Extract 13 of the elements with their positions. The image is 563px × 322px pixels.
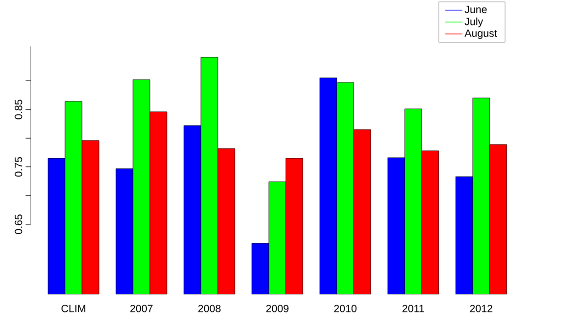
x-tick-label: 2009 (266, 304, 288, 312)
x-tick-label: 2011 (402, 304, 424, 312)
x-tick-label: 2010 (334, 304, 357, 312)
legend-label: July (464, 18, 484, 28)
y-tick-label: 0.65 (14, 214, 22, 234)
x-tick-label: 2012 (470, 304, 492, 312)
legend-label: June (464, 6, 487, 14)
y-tick-label: 0.75 (14, 157, 22, 177)
x-tick-label: 2007 (130, 304, 153, 312)
x-tick-label: 2008 (198, 304, 221, 312)
x-tick-label: CLIM (62, 304, 86, 312)
legend-label: August (464, 30, 498, 39)
y-tick-label: 0.85 (14, 100, 22, 120)
